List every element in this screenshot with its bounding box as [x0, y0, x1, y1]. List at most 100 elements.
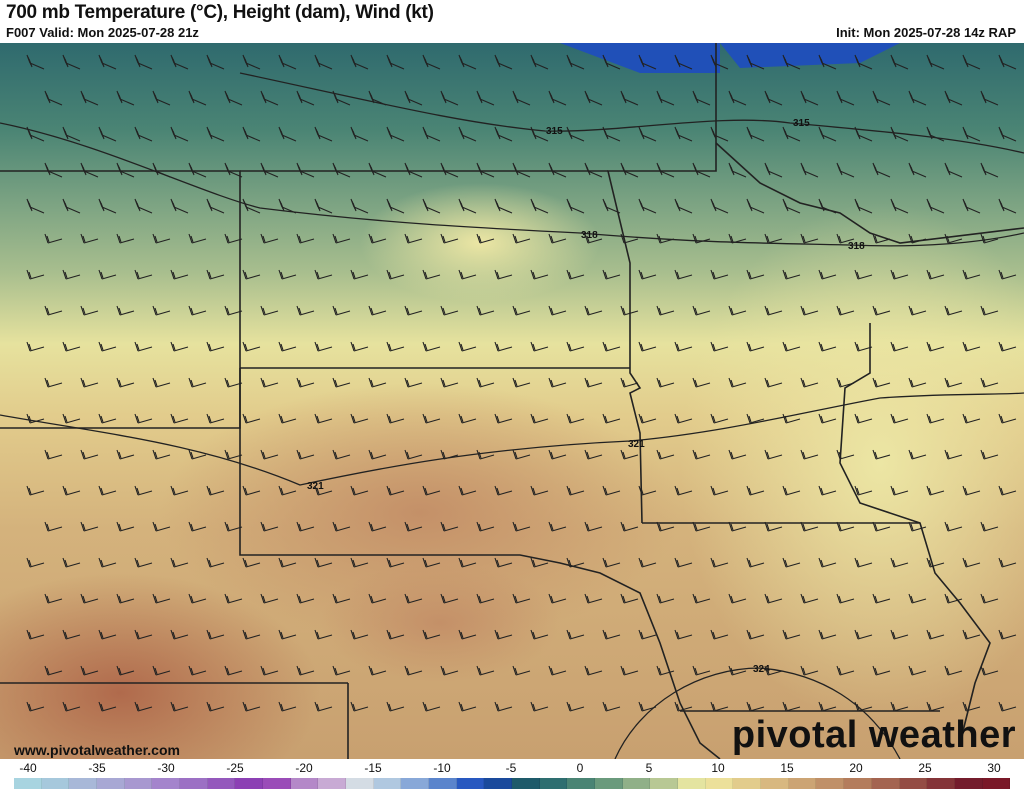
wind-barb [710, 557, 729, 568]
wind-barb [422, 269, 441, 280]
wind-barb [656, 665, 675, 676]
wind-barb [638, 629, 657, 640]
wind-barb [746, 629, 765, 640]
wind-barb [692, 593, 711, 604]
wind-barb [890, 198, 909, 214]
colorbar-swatch [705, 778, 734, 789]
wind-barb [656, 593, 675, 604]
wind-barb [746, 485, 765, 496]
wind-barb [350, 629, 369, 640]
wind-barb [494, 557, 513, 568]
wind-barb [44, 377, 63, 388]
wind-barb [62, 198, 81, 214]
wind-barb [458, 126, 477, 142]
wind-barb [836, 305, 855, 316]
wind-barb [440, 90, 459, 106]
wind-barb [818, 485, 837, 496]
wind-barb [602, 341, 621, 352]
wind-barb [926, 413, 945, 424]
wind-barb [512, 593, 531, 604]
wind-barb [656, 449, 675, 460]
wind-barb [944, 593, 963, 604]
wind-barb [350, 198, 369, 214]
wind-barb [602, 269, 621, 280]
wind-barb [674, 701, 693, 712]
wind-barb [116, 665, 135, 676]
wind-barb [872, 233, 891, 244]
wind-barb [422, 485, 441, 496]
wind-barb [170, 54, 189, 70]
wind-barb [440, 377, 459, 388]
wind-barb [512, 521, 531, 532]
wind-barb [818, 701, 837, 712]
wind-barb [728, 233, 747, 244]
wind-barb [116, 593, 135, 604]
wind-barb [170, 198, 189, 214]
wind-barb [242, 341, 261, 352]
wind-barb [62, 557, 81, 568]
wind-barb [152, 162, 171, 178]
colorbar-swatch [429, 778, 457, 789]
wind-barb [440, 162, 459, 178]
wind-barb [368, 162, 387, 178]
wind-barb [980, 233, 999, 244]
wind-barb [134, 54, 153, 70]
colorbar-tick: 5 [645, 761, 653, 775]
colorbar-swatch [595, 778, 623, 789]
website-watermark: www.pivotalweather.com [14, 742, 180, 758]
wind-barb [98, 126, 117, 142]
wind-barb [692, 665, 711, 676]
wind-barb [602, 198, 621, 214]
wind-barb [944, 305, 963, 316]
wind-barb [260, 305, 279, 316]
colorbar-swatch [346, 778, 374, 789]
wind-barb [170, 341, 189, 352]
wind-barb [332, 162, 351, 178]
wind-barb [242, 269, 261, 280]
wind-barb [764, 162, 783, 178]
wind-barb [962, 126, 981, 142]
contour-label: 321 [628, 439, 645, 450]
wind-barb [782, 629, 801, 640]
wind-barb [62, 413, 81, 424]
wind-barb [350, 557, 369, 568]
wind-barb [476, 162, 495, 178]
wind-barb [80, 90, 99, 106]
colorbar-swatch [788, 778, 817, 789]
wind-barb [962, 701, 981, 712]
wind-barb [908, 593, 927, 604]
colorbar-swatch [678, 778, 706, 789]
wind-barb [584, 593, 603, 604]
wind-barb [458, 54, 477, 70]
wind-barb [242, 485, 261, 496]
wind-barb [260, 377, 279, 388]
contour-label: 318 [581, 230, 598, 241]
wind-barb [188, 377, 207, 388]
wind-barb [566, 557, 585, 568]
wind-barb [728, 305, 747, 316]
wind-barb [836, 449, 855, 460]
contour-label: 324 [753, 664, 770, 675]
wind-barb [602, 413, 621, 424]
wind-barb [80, 521, 99, 532]
wind-barb [944, 521, 963, 532]
wind-barb [368, 521, 387, 532]
wind-barb [998, 341, 1017, 352]
wind-barb [332, 233, 351, 244]
wind-barb [854, 701, 873, 712]
wind-barb [980, 377, 999, 388]
wind-barb [890, 341, 909, 352]
wind-barb [548, 305, 567, 316]
wind-barb [566, 413, 585, 424]
wind-barb [800, 90, 819, 106]
colorbar-swatch [484, 778, 513, 789]
wind-barb [152, 449, 171, 460]
wind-barb [962, 413, 981, 424]
weather-map[interactable]: 315 315 318 318 321 321 324 [0, 43, 1024, 759]
wind-barb [170, 126, 189, 142]
wind-barb [530, 701, 549, 712]
wind-barb [782, 557, 801, 568]
wind-barb [206, 341, 225, 352]
wind-barb [836, 593, 855, 604]
wind-barb [638, 341, 657, 352]
